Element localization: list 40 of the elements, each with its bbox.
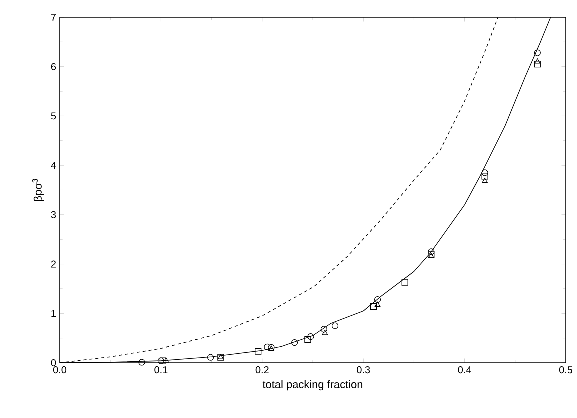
point (428, 248, 435, 256)
point (374, 296, 382, 304)
x-tick-label: 0.1 (154, 366, 168, 374)
point (370, 303, 378, 310)
point (482, 178, 488, 184)
y-tick-label: 0 (51, 359, 56, 367)
x-axis-title: total packing fraction (262, 380, 363, 391)
point (402, 279, 408, 286)
point (158, 358, 164, 364)
point (291, 339, 298, 346)
point (264, 344, 271, 350)
point (482, 173, 488, 180)
point (308, 334, 314, 340)
x-tick-label: 0.3 (357, 366, 370, 374)
y-tick-label: 4 (51, 162, 56, 169)
point (534, 61, 541, 68)
x-tick-label: 0.0 (53, 366, 67, 374)
point (482, 170, 488, 176)
y-tick-label: 2 (51, 260, 56, 268)
point (163, 358, 170, 363)
point (320, 326, 328, 333)
y-tick-label: 5 (51, 112, 56, 120)
y-tick-label: 3 (51, 211, 56, 218)
x-tick-label: 0.2 (256, 366, 269, 374)
point (304, 336, 312, 344)
point (374, 302, 381, 308)
x-tick-label: 0.4 (458, 366, 472, 374)
point (208, 354, 214, 361)
point (332, 322, 339, 330)
y-axis-title: βpσ$^{3}$ (32, 179, 44, 202)
point (534, 50, 541, 56)
x-tick-label: 0.5 (559, 366, 573, 374)
y-tick-label: 7 (51, 14, 56, 21)
point (160, 358, 167, 364)
point (138, 359, 146, 366)
point (322, 330, 328, 336)
point (534, 58, 541, 64)
point (255, 348, 262, 355)
y-tick-label: 6 (51, 63, 56, 70)
y-tick-label: 1 (52, 310, 56, 318)
